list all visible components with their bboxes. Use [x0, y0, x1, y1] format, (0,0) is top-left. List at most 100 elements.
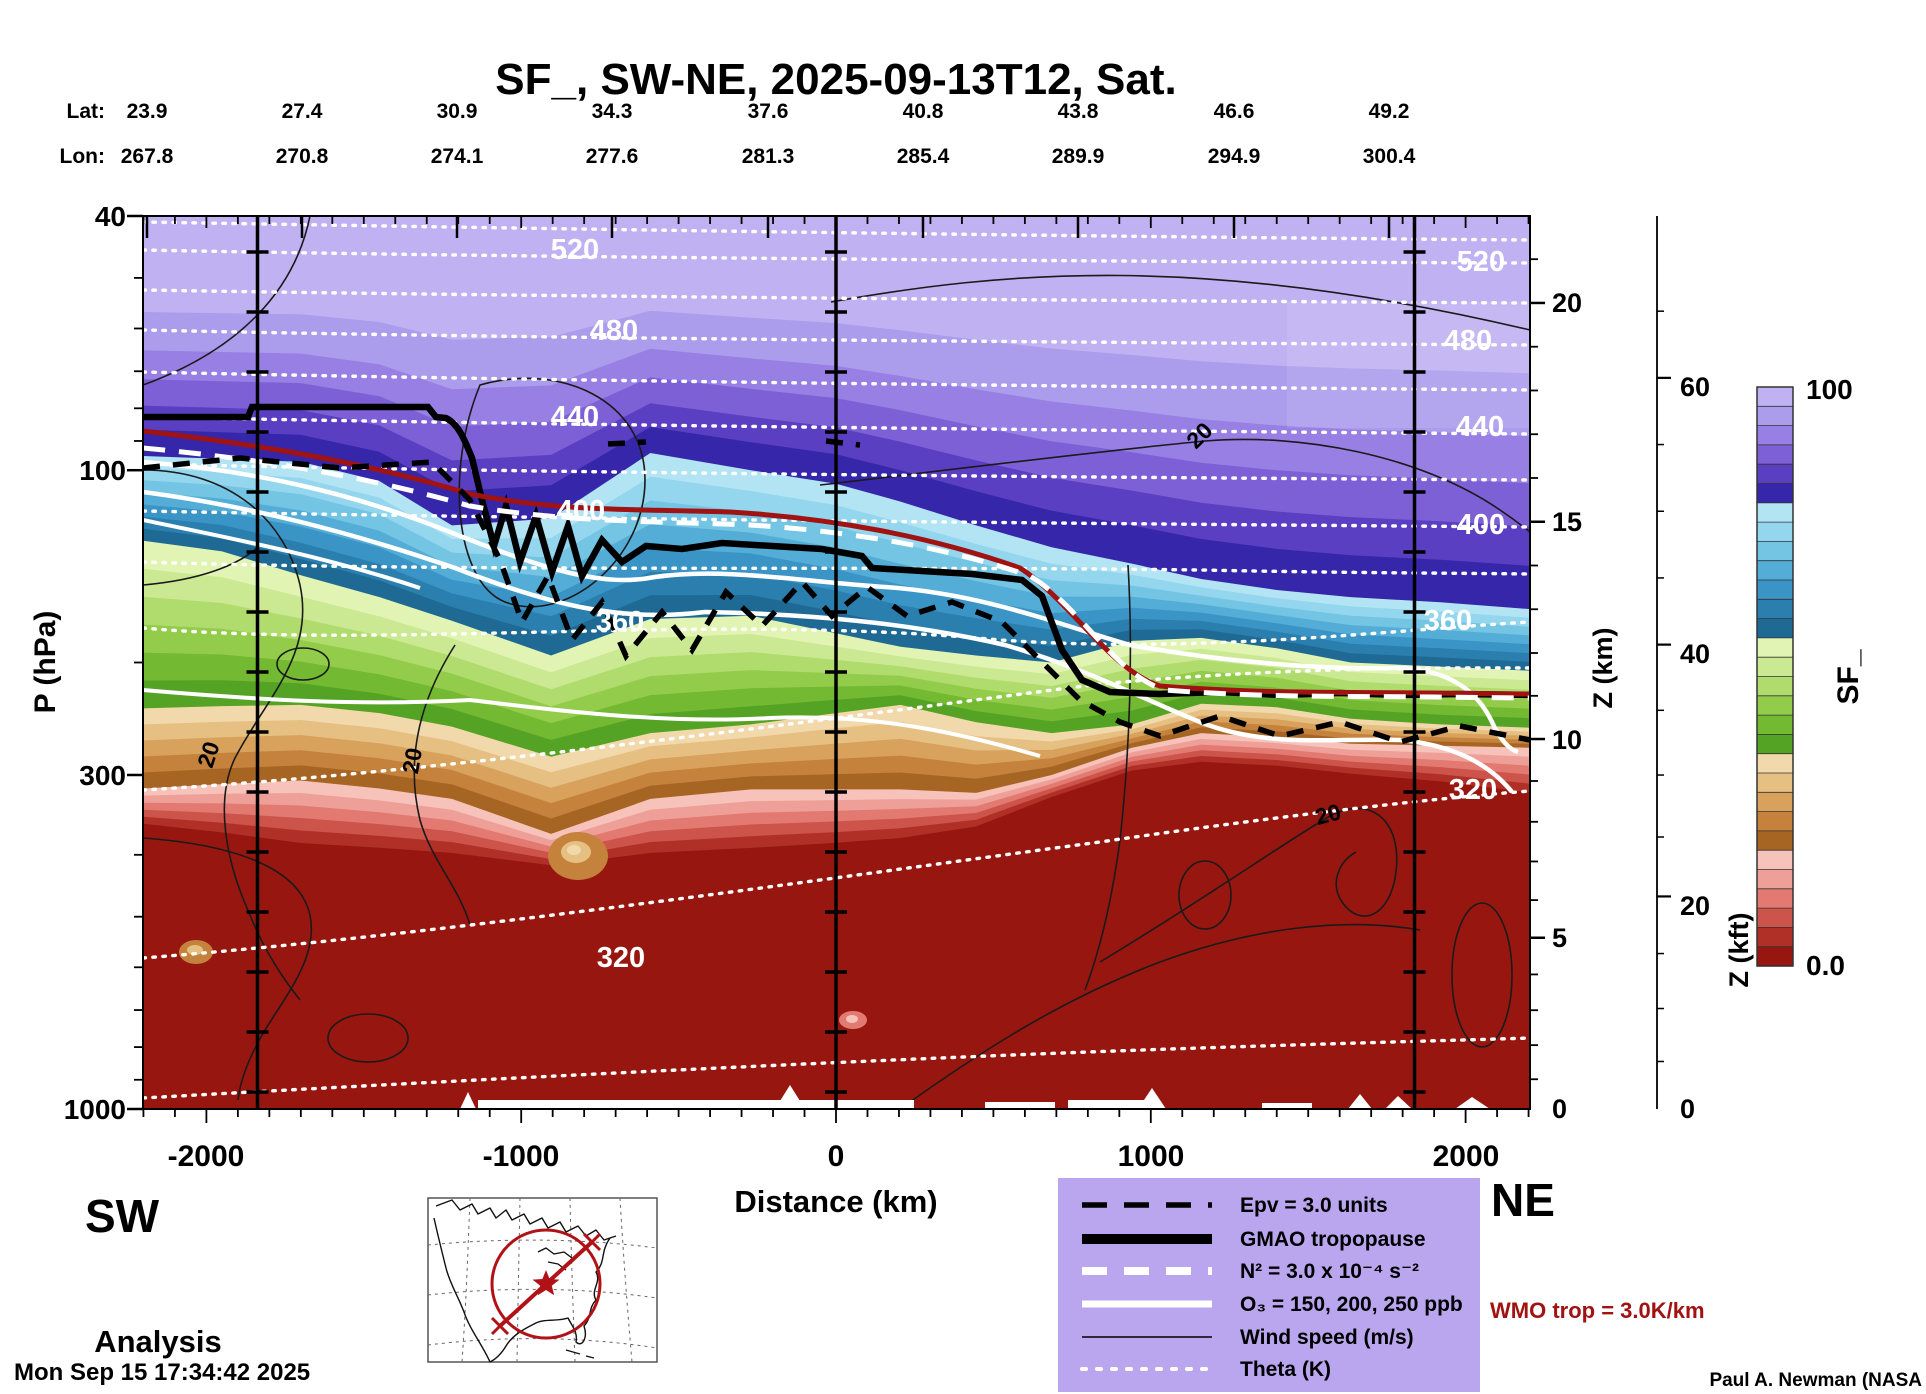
legend-item-label: Theta (K) [1240, 1358, 1331, 1381]
distance-tick: 2000 [1433, 1140, 1500, 1173]
colorbar-segment [1757, 522, 1793, 542]
distance-tick: 0 [828, 1140, 845, 1173]
colorbar-segment [1757, 715, 1793, 735]
lon-value: 300.4 [1363, 145, 1416, 168]
surface-terrain [460, 1085, 1490, 1109]
labels: SF_, SW-NE, 2025-09-13T12, Sat. Lat: Lon… [14, 55, 1922, 1391]
pressure-tick: 40 [95, 201, 126, 232]
lon-value: 294.9 [1208, 145, 1261, 168]
colorbar-segment [1757, 695, 1793, 716]
colorbar-segment [1757, 425, 1793, 446]
theta-label: 400 [1457, 509, 1505, 541]
colorbar-segment [1757, 811, 1793, 832]
lighter-patch [1287, 302, 1530, 428]
colorbar-segment [1757, 850, 1793, 871]
pressure-tick: 1000 [64, 1094, 126, 1125]
colorbar-segment [1757, 792, 1793, 813]
ne-endpoint-label: NE [1491, 1174, 1555, 1226]
lat-value: 30.9 [437, 100, 478, 123]
epv-contour [143, 438, 1530, 745]
colorbar-segment [1757, 927, 1793, 948]
legend-item-label: Wind speed (m/s) [1240, 1326, 1414, 1349]
lat-value: 34.3 [592, 100, 633, 123]
colorbar-segment [1757, 580, 1793, 600]
theta-label: 480 [1444, 325, 1492, 357]
theta-label: 320 [597, 942, 645, 974]
credit: Paul A. Newman (NASA [1709, 1370, 1922, 1391]
map-section-circle [490, 1228, 602, 1340]
ozone-contours [143, 459, 1519, 794]
gmao-tropopause-line [143, 403, 1530, 699]
theta-label: 520 [551, 234, 599, 266]
pressure-tick: 300 [79, 760, 126, 791]
colorbar-segment [1757, 387, 1793, 407]
colorbar-label: SF_ [1832, 649, 1865, 704]
colorbar-max: 100 [1806, 374, 1853, 405]
colorbar-segment [1757, 464, 1793, 485]
zkft-tick: 60 [1680, 372, 1710, 402]
lat-value: 46.6 [1214, 100, 1255, 123]
legend-item-label: O₃ = 150, 200, 250 ppb [1240, 1293, 1463, 1316]
colorbar-segment [1757, 908, 1793, 928]
sf-detail-patches [179, 302, 1530, 1029]
brown-blob-center [567, 845, 581, 855]
colorbar-segment [1757, 888, 1793, 909]
colorbar-segment [1757, 830, 1793, 851]
map-endpoint-crosses [490, 1232, 602, 1336]
lat-row-label: Lat: [67, 100, 106, 123]
lon-value: 274.1 [431, 145, 484, 168]
distance-tick: -1000 [483, 1140, 560, 1173]
theta-label: 520 [1457, 246, 1505, 278]
lat-value: 37.6 [748, 100, 789, 123]
colorbar-segment [1757, 657, 1793, 678]
lon-value: 289.9 [1052, 145, 1105, 168]
wind-speed-contours [143, 216, 1530, 1109]
colorbar-min: 0.0 [1806, 950, 1845, 981]
colorbar-segment [1757, 946, 1793, 967]
zkm-tick: 0 [1552, 1094, 1567, 1124]
zkft-axis-label: Z (kft) [1724, 913, 1754, 988]
wmo-trop-note: WMO trop = 3.0K/km [1490, 1298, 1705, 1323]
legend-box [1058, 1178, 1480, 1392]
lon-value: 270.8 [276, 145, 329, 168]
sw-endpoint-label: SW [85, 1190, 160, 1242]
theta-label: 360 [596, 606, 644, 638]
colorbar-segment [1757, 753, 1793, 774]
legend-item-label: N² = 3.0 x 10⁻⁴ s⁻² [1240, 1260, 1419, 1283]
theta-contours [143, 220, 1530, 1100]
wind-label: 20 [397, 746, 427, 776]
colorbar-segment [1757, 676, 1793, 697]
lon-value: 277.6 [586, 145, 639, 168]
colorbar-segment [1757, 444, 1793, 465]
n2-contour-line [143, 445, 1530, 701]
lat-value: 43.8 [1058, 100, 1099, 123]
zkm-tick: 5 [1552, 923, 1567, 953]
analysis-label: Analysis [94, 1324, 222, 1359]
lat-value: 27.4 [282, 100, 323, 123]
lat-value: 49.2 [1369, 100, 1410, 123]
theta-label: 440 [551, 401, 599, 433]
colorbar-segment [1757, 483, 1793, 504]
lon-value: 285.4 [897, 145, 950, 168]
wmo-tropopause-line [143, 428, 1530, 697]
lon-value: 281.3 [742, 145, 795, 168]
theta-label: 360 [1424, 605, 1472, 637]
lon-value: 267.8 [121, 145, 174, 168]
zkft-tick: 20 [1680, 891, 1710, 921]
colorbar-segment [1757, 541, 1793, 562]
colorbar-segment [1757, 734, 1793, 755]
page-title: SF_, SW-NE, 2025-09-13T12, Sat. [495, 55, 1176, 104]
colorbar-segment [1757, 869, 1793, 890]
zkft-tick: 40 [1680, 639, 1710, 669]
colorbar-segment [1757, 560, 1793, 581]
distance-axis-label: Distance (km) [734, 1184, 937, 1219]
colorbar-segment [1757, 502, 1793, 523]
zkft-tick: 0 [1680, 1094, 1695, 1124]
legend: Epv = 3.0 units GMAO tropopause N² = 3.0… [1058, 1178, 1480, 1392]
zkm-tick: 15 [1552, 507, 1582, 537]
lon-row-label: Lon: [60, 145, 105, 168]
distance-tick: 1000 [1118, 1140, 1185, 1173]
pressure-axis-label: P (hPa) [29, 611, 62, 714]
